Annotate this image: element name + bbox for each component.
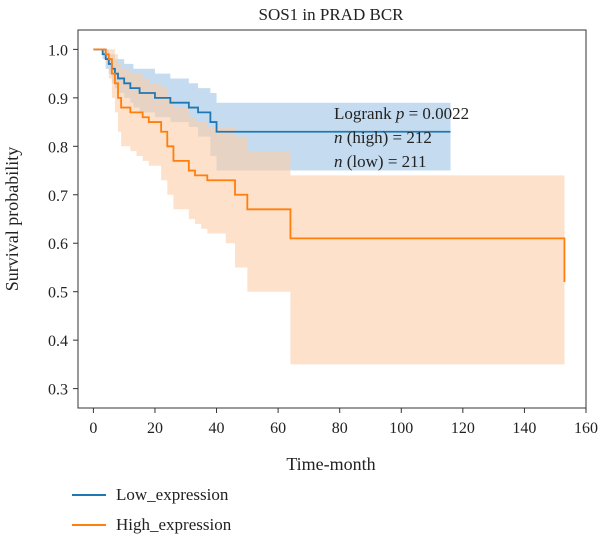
logrank-annotation: Logrank p = 0.0022 xyxy=(334,104,469,123)
x-tick-label: 40 xyxy=(209,420,225,437)
x-tick-label: 100 xyxy=(389,420,413,437)
y-tick-label: 0.4 xyxy=(48,333,68,350)
y-tick-label: 0.7 xyxy=(48,188,68,205)
survival-curves xyxy=(93,48,566,282)
legend-swatch-low xyxy=(72,494,106,496)
stats-annotation: Logrank p = 0.0022 n (high) = 212 n (low… xyxy=(334,104,469,171)
n-low-annotation: n (low) = 211 xyxy=(334,152,427,171)
legend: Low_expression High_expression xyxy=(72,480,231,540)
y-tick-label: 1.0 xyxy=(48,42,68,59)
x-tick-label: 80 xyxy=(332,420,348,437)
x-tick-label: 0 xyxy=(89,420,97,437)
x-tick-label: 60 xyxy=(270,420,286,437)
y-tick-label: 0.8 xyxy=(48,139,68,156)
y-axis-label: Survival probability xyxy=(2,147,22,291)
y-tick-label: 0.3 xyxy=(48,382,68,399)
plot-frame xyxy=(77,29,587,409)
x-tick-label: 120 xyxy=(451,420,475,437)
y-tick-label: 0.5 xyxy=(48,285,68,302)
x-tick-label: 20 xyxy=(147,420,163,437)
low-expression-ci-band xyxy=(93,49,451,171)
y-tick-label: 0.6 xyxy=(48,236,68,253)
y-axis-ticks: 0.3 0.4 0.5 0.6 0.7 0.8 0.9 1.0 xyxy=(48,42,78,399)
legend-swatch-high xyxy=(72,524,106,526)
ci-bands xyxy=(93,49,565,394)
y-tick-label: 0.9 xyxy=(48,91,68,108)
legend-item-high: High_expression xyxy=(72,510,231,540)
legend-item-low: Low_expression xyxy=(72,480,231,510)
legend-label-low: Low_expression xyxy=(116,485,229,504)
x-axis-ticks: 0 20 40 60 80 100 120 140 160 xyxy=(89,408,598,437)
x-tick-label: 160 xyxy=(574,420,598,437)
high-expression-ci-band xyxy=(93,49,565,394)
n-high-annotation: n (high) = 212 xyxy=(334,128,432,147)
chart-title: SOS1 in PRAD BCR xyxy=(258,5,404,24)
x-axis-label: Time-month xyxy=(286,454,375,474)
legend-label-high: High_expression xyxy=(116,515,232,534)
x-tick-label: 140 xyxy=(512,420,536,437)
high-expression-curve xyxy=(93,48,566,282)
